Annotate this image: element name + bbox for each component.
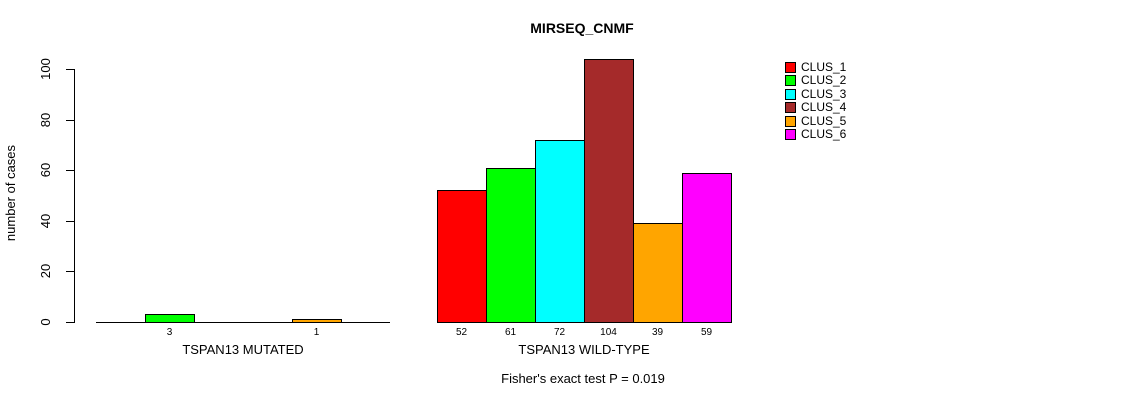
bar-value-label: 104 [600,327,617,338]
legend-item-CLUS_2: CLUS_2 [785,74,846,87]
legend-swatch-CLUS_2 [785,75,796,87]
y-axis-label: number of cases [3,144,18,242]
legend-item-CLUS_1: CLUS_1 [785,61,846,74]
bar-value-label: 1 [313,327,320,338]
legend-label-CLUS_3: CLUS_3 [801,86,847,101]
y-axis-tick [66,271,74,273]
x-axis-baseline [96,322,390,323]
y-axis-tick [66,220,74,222]
annotation-text: Fisher's exact test P = 0.019 [501,371,665,386]
x-axis-label-mutated: TSPAN13 MUTATED [182,342,304,357]
y-axis-tick [66,69,74,70]
bar-CLUS_1-group2 [437,190,487,323]
bar-value-label: 39 [651,327,664,338]
bar-CLUS_2-group1 [145,314,195,323]
legend-swatch-CLUS_5 [785,115,796,127]
bar-CLUS_6-group2 [682,172,732,323]
legend-swatch-CLUS_4 [785,102,796,114]
bar-value-label: 61 [504,327,517,338]
y-axis-tick-label: 40 [38,213,53,229]
y-axis-tick [66,119,74,121]
legend-label-CLUS_4: CLUS_4 [801,100,847,115]
y-axis-tick-label: 60 [38,162,53,178]
legend-item-CLUS_3: CLUS_3 [785,86,847,101]
bar-CLUS_5-group1 [292,319,342,323]
y-axis-tick-label: 100 [38,58,53,80]
legend-swatch-CLUS_1 [785,62,796,73]
legend-label-CLUS_6: CLUS_6 [801,127,847,141]
y-axis-tick-label: 0 [38,318,53,326]
chart-title: MIRSEQ_CNMF [530,20,634,36]
bar-value-label: 59 [700,327,713,338]
legend-item-CLUS_6: CLUS_6 [785,128,846,141]
bar-value-label: 3 [166,327,173,338]
legend-item-CLUS_4: CLUS_4 [785,101,846,114]
y-axis-tick [66,322,74,323]
legend-label-CLUS_2: CLUS_2 [801,73,847,88]
bar-CLUS_5-group2 [633,223,683,323]
bar-value-label: 52 [455,327,468,338]
y-axis-tick-label: 20 [38,264,53,279]
y-axis-line [74,69,75,323]
bar-value-label: 72 [553,327,566,338]
legend-label-CLUS_5: CLUS_5 [801,113,847,128]
bar-CLUS_4-group2 [584,58,634,323]
bar-CLUS_3-group2 [535,139,585,323]
y-axis-tick [66,170,74,172]
bar-CLUS_2-group2 [486,167,536,323]
legend-item-CLUS_5: CLUS_5 [785,113,847,128]
legend-swatch-CLUS_6 [785,129,796,140]
x-axis-label-wildtype: TSPAN13 WILD-TYPE [518,342,650,357]
legend-label-CLUS_1: CLUS_1 [801,60,847,74]
y-axis-tick-label: 80 [38,112,53,127]
legend-swatch-CLUS_3 [785,88,796,100]
